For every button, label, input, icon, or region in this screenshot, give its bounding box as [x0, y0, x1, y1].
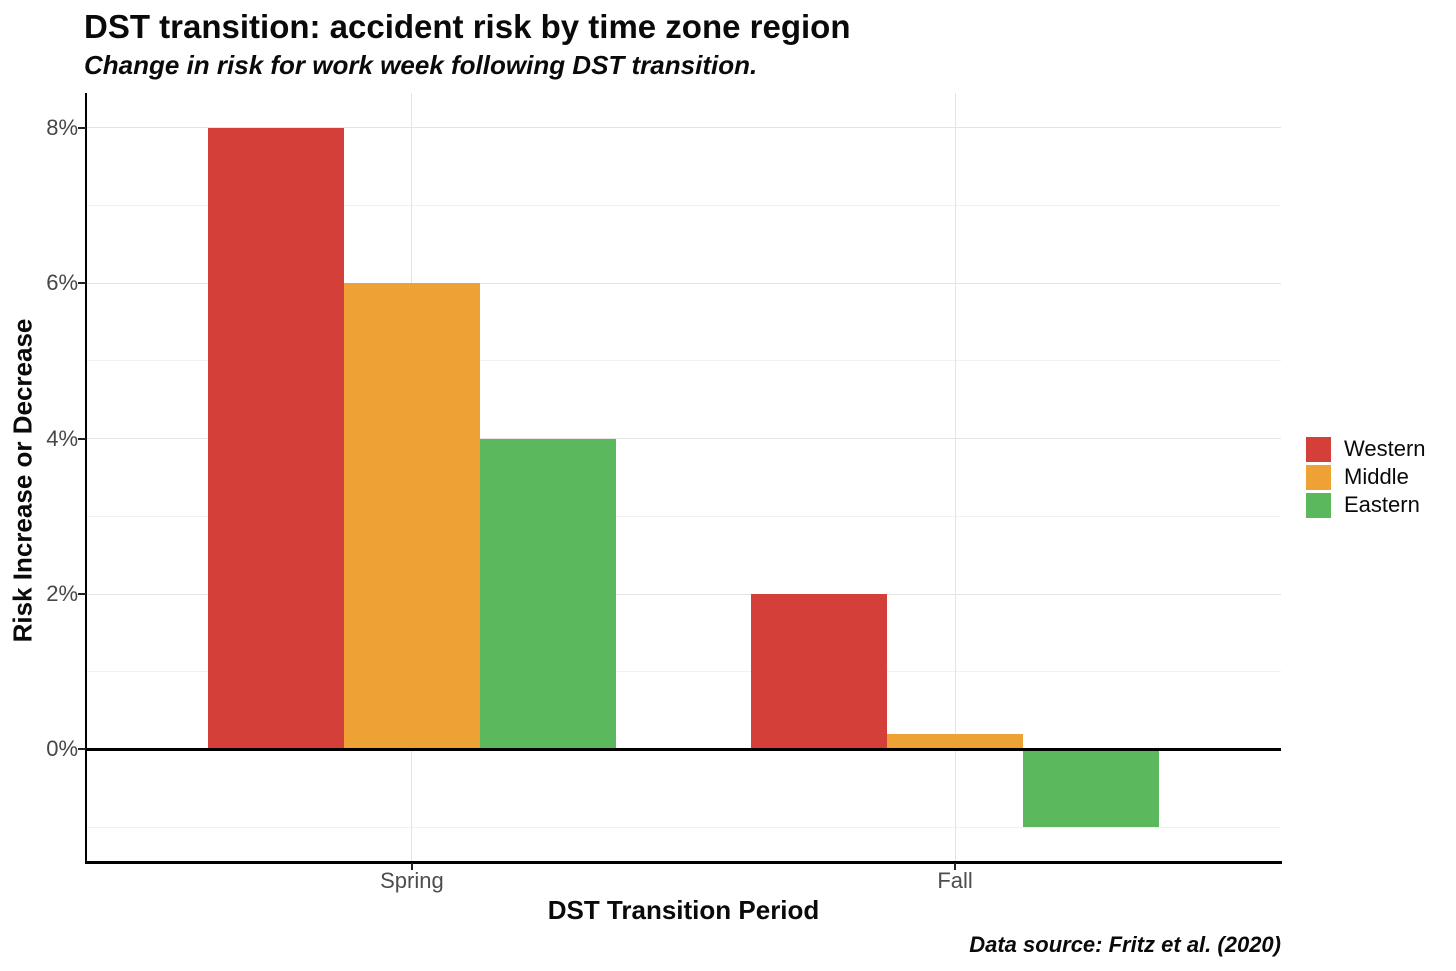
y-axis-line: [85, 93, 87, 864]
x-tick-mark: [954, 863, 957, 870]
gridline-major: [86, 438, 1281, 440]
gridline-major: [86, 282, 1281, 284]
bar-western-spring: [208, 127, 344, 750]
gridline-major: [86, 127, 1281, 129]
legend-label: Eastern: [1344, 492, 1420, 517]
chart-subtitle: Change in risk for work week following D…: [84, 50, 758, 80]
gridline-minor: [86, 515, 1281, 517]
zero-line: [86, 747, 1281, 751]
y-tick-label: 4%: [46, 425, 78, 451]
gridline-minor: [86, 671, 1281, 673]
bar-western-fall: [751, 594, 888, 750]
legend-swatch-middle: [1306, 464, 1331, 490]
bar-eastern-fall: [1022, 749, 1159, 828]
y-tick-mark: [78, 282, 86, 285]
legend-swatch-eastern: [1306, 492, 1331, 518]
legend-item-western: Western: [1306, 435, 1426, 463]
bar-middle-spring: [344, 283, 480, 750]
y-axis-title: Risk Increase or Decrease: [7, 318, 38, 643]
bar-eastern-spring: [479, 438, 616, 750]
y-tick-mark: [78, 593, 86, 595]
bar-middle-fall: [887, 733, 1023, 750]
x-tick-label-spring: Spring: [380, 868, 444, 893]
legend-item-eastern: Eastern: [1306, 491, 1426, 519]
y-tick-mark: [78, 437, 86, 440]
gridline-minor: [86, 826, 1281, 828]
x-tick-label-fall: Fall: [937, 868, 973, 893]
y-tick-mark: [78, 748, 86, 751]
gridline-minor: [86, 205, 1281, 207]
legend-label: Western: [1344, 436, 1426, 461]
legend-swatch-western: [1306, 436, 1331, 462]
y-tick-label: 8%: [46, 114, 78, 140]
x-axis-line: [85, 861, 1282, 864]
y-tick-label: 0%: [46, 736, 78, 762]
y-tick-label: 2%: [46, 581, 78, 606]
y-tick-mark: [78, 126, 86, 129]
y-tick-label: 6%: [46, 270, 78, 296]
plot-panel: [86, 93, 1281, 862]
gridline-minor: [86, 360, 1281, 362]
legend-item-middle: Middle: [1306, 463, 1426, 491]
legend-label: Middle: [1344, 464, 1409, 489]
x-tick-mark: [410, 863, 413, 870]
gridline-vertical: [954, 93, 956, 862]
x-axis-title: DST Transition Period: [547, 895, 820, 925]
gridline-major: [86, 593, 1281, 595]
legend: Western Middle Eastern: [1306, 435, 1426, 519]
caption: Data source: Fritz et al. (2020): [969, 932, 1281, 957]
chart-title: DST transition: accident risk by time zo…: [84, 8, 851, 45]
